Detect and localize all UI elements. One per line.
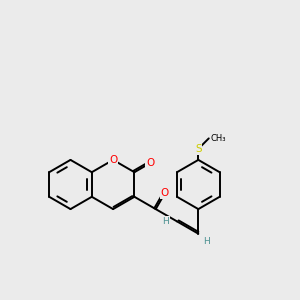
Text: O: O — [109, 155, 117, 165]
Text: H: H — [203, 237, 210, 246]
Text: O: O — [161, 188, 169, 198]
Text: CH₃: CH₃ — [210, 134, 226, 143]
Text: O: O — [146, 158, 154, 168]
Text: H: H — [163, 217, 169, 226]
Text: S: S — [195, 144, 202, 154]
